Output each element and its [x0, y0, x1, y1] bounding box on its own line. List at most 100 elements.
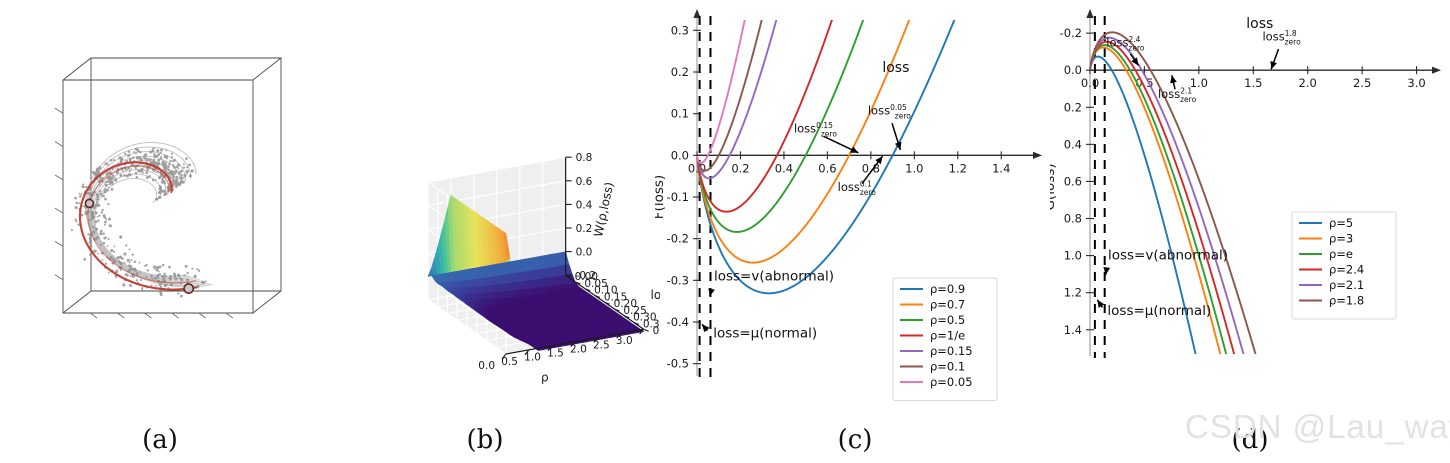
sample-point	[88, 196, 91, 199]
sample-point	[70, 229, 74, 232]
annotation-superscript: 0.1	[860, 179, 872, 188]
curve-5	[1089, 31, 1257, 354]
sample-point	[141, 159, 144, 161]
sample-point	[168, 162, 171, 166]
sample-point	[110, 249, 114, 253]
sample-point	[161, 263, 165, 267]
sample-point	[200, 281, 203, 284]
annotation-text: loss0.1 zero	[838, 179, 877, 197]
legend-label: ρ=e	[1329, 247, 1353, 261]
loss-tick-label: 0.00	[575, 271, 598, 283]
annotation-base: loss	[838, 180, 860, 194]
sample-point	[80, 213, 84, 217]
sample-point	[83, 257, 87, 261]
box-edge	[252, 290, 282, 314]
sample-point	[144, 265, 147, 268]
sample-point	[120, 157, 124, 161]
sample-point	[155, 268, 159, 272]
sample-point	[183, 173, 187, 178]
curve-3	[696, 20, 833, 213]
rho-tick-label: 0.5	[501, 356, 518, 368]
curve-1	[1089, 46, 1222, 354]
sample-point	[163, 155, 167, 159]
y-tick-label: -0.2	[667, 232, 689, 246]
sample-point	[151, 149, 155, 153]
sample-point	[163, 182, 166, 185]
sample-point	[176, 177, 179, 180]
sample-point	[131, 253, 134, 256]
sample-point	[108, 224, 112, 228]
sample-point	[183, 274, 186, 277]
annotation-text: loss2.1 zero	[1158, 87, 1197, 105]
tick-bottom	[144, 312, 152, 319]
sample-point	[81, 185, 85, 189]
y-axis-arrowhead	[693, 9, 701, 18]
sample-point	[128, 170, 131, 173]
series-curves	[696, 20, 956, 295]
sample-point	[153, 276, 157, 280]
sample-point	[160, 190, 164, 193]
loss-tick-label: 0.40	[653, 325, 660, 337]
sample-point	[146, 176, 149, 180]
sample-point	[125, 174, 129, 178]
sample-point	[158, 283, 162, 287]
panel-c-line-chart: 0.0 0.2 0.4 0.6 0.8 1.0 1.2 1.4 -0.5 -0.4 -0.3 -0.2…	[655, 0, 1055, 463]
sample-point	[107, 271, 110, 274]
sample-point	[132, 156, 135, 160]
sample-point	[165, 170, 168, 173]
sample-point	[140, 279, 143, 282]
sample-point	[158, 195, 162, 199]
panel-d-caption: (d)	[1231, 425, 1269, 455]
sample-point	[78, 192, 81, 195]
sample-point	[78, 202, 81, 205]
sample-point	[180, 278, 184, 282]
sample-point	[135, 152, 137, 155]
legend-label: ρ=0.15	[930, 344, 973, 358]
sample-point	[169, 160, 172, 163]
loss-tick-label: 0.35	[643, 318, 660, 330]
x-tick-label: 0.2	[731, 161, 749, 175]
sample-point	[133, 260, 137, 264]
sample-point	[106, 189, 110, 192]
y-axis-title: G(loss)	[1050, 163, 1058, 210]
rho-tick-label: 2.5	[593, 339, 610, 351]
annotation-subscript: zero	[1285, 38, 1301, 47]
tick-left	[54, 207, 64, 214]
csdn-watermark: CSDN @Lau_way	[1185, 408, 1450, 445]
tick-labels: 0.0 0.2 0.4 0.6 0.8 1.0 1.2 1.4-0.5-0.4-0.3-0.2…	[667, 23, 1011, 370]
sample-point	[163, 272, 166, 275]
sample-point	[113, 245, 116, 248]
sample-point	[142, 155, 146, 159]
ticks	[1086, 32, 1418, 331]
sample-point	[179, 180, 183, 184]
sample-point	[96, 195, 100, 199]
annotation-base: loss	[868, 104, 890, 118]
loss-tick-label: 0.10	[594, 285, 617, 297]
sample-point	[172, 180, 176, 183]
x-tick-label: 1.2	[949, 161, 967, 175]
sample-point	[158, 188, 161, 191]
rho-tick	[547, 345, 553, 352]
sample-point	[104, 181, 107, 184]
sample-point	[169, 283, 173, 287]
annotations: loss=μ(normal)loss=v(abnormal)loss0.15 ze…	[701, 103, 911, 341]
sample-point	[119, 174, 122, 177]
legend-label: ρ=2.1	[1329, 278, 1364, 292]
sample-point	[156, 149, 160, 153]
y-tick-label: 0.6	[1064, 174, 1082, 188]
annotation-arrowhead	[708, 288, 715, 297]
sample-point	[134, 166, 136, 169]
sample-point	[162, 162, 166, 166]
sample-point	[157, 162, 161, 166]
curve-2	[1089, 44, 1228, 354]
reference-vlines	[1093, 16, 1106, 358]
z-tick-label: -0.2	[576, 270, 597, 282]
sample-point	[167, 166, 170, 169]
sample-point	[119, 255, 123, 259]
sample-point	[126, 258, 130, 262]
sample-point	[172, 170, 176, 174]
annotation-arrowhead	[850, 146, 859, 153]
loss-tick-label: 0.20	[614, 298, 637, 310]
annotation-text: loss=v(abnormal)	[714, 268, 834, 284]
sample-point	[153, 265, 157, 269]
